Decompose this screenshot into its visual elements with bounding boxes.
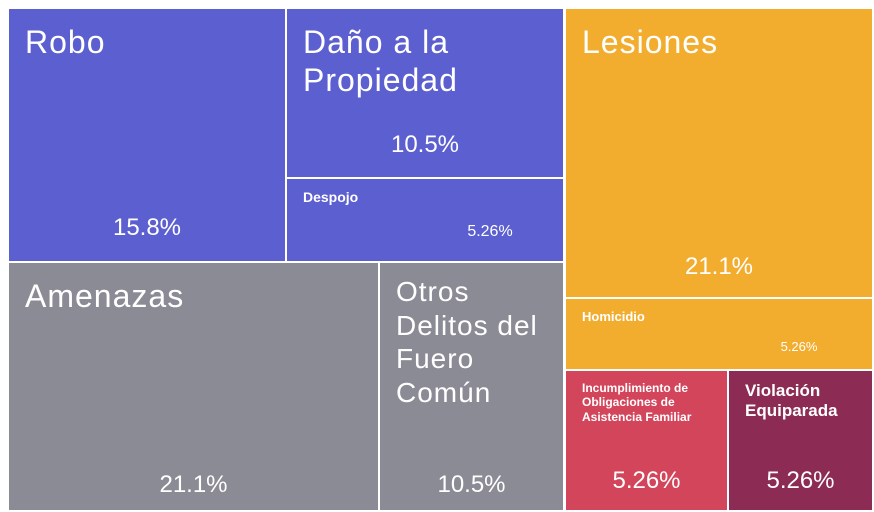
tile: Homicidio 5.26%	[565, 298, 873, 370]
tile: Amenazas 21.1%	[8, 262, 379, 511]
tile-label: Lesiones	[582, 24, 719, 60]
value-label: 10.5%	[437, 471, 506, 498]
tile: Incumplimiento de Obligaciones de Asiste…	[565, 370, 728, 511]
tile: Lesiones 21.1%	[565, 8, 873, 298]
tile-label: Despojo	[303, 189, 359, 205]
value-label: 5.26%	[467, 223, 513, 240]
tile-label: Otros Delitos del Fuero Común	[396, 276, 538, 408]
value-label: 10.5%	[390, 131, 460, 158]
value-label: 5.26%	[766, 467, 835, 494]
tile-label: Violación Equiparada	[745, 381, 838, 421]
value-label: 21.1%	[684, 253, 754, 280]
tile: Violación Equiparada 5.26%	[728, 370, 873, 511]
tile: Otros Delitos del Fuero Común 10.5%	[379, 262, 564, 511]
tile-label: Robo	[25, 24, 106, 60]
tile-label: Amenazas	[25, 278, 185, 314]
tile-label: Homicidio	[582, 309, 645, 324]
value-label: 5.26%	[780, 339, 818, 354]
tile-label: Incumplimiento de Obligaciones de Asiste…	[582, 381, 692, 424]
value-label: 21.1%	[159, 471, 228, 498]
tile: Daño a la Propiedad 10.5%	[286, 8, 564, 178]
tile-label: Daño a la Propiedad	[303, 24, 458, 99]
value-label: 5.26%	[612, 467, 681, 494]
tile: Despojo 5.26%	[286, 178, 564, 262]
tile: Robo 15.8%	[8, 8, 286, 262]
value-label: 15.8%	[112, 214, 182, 241]
